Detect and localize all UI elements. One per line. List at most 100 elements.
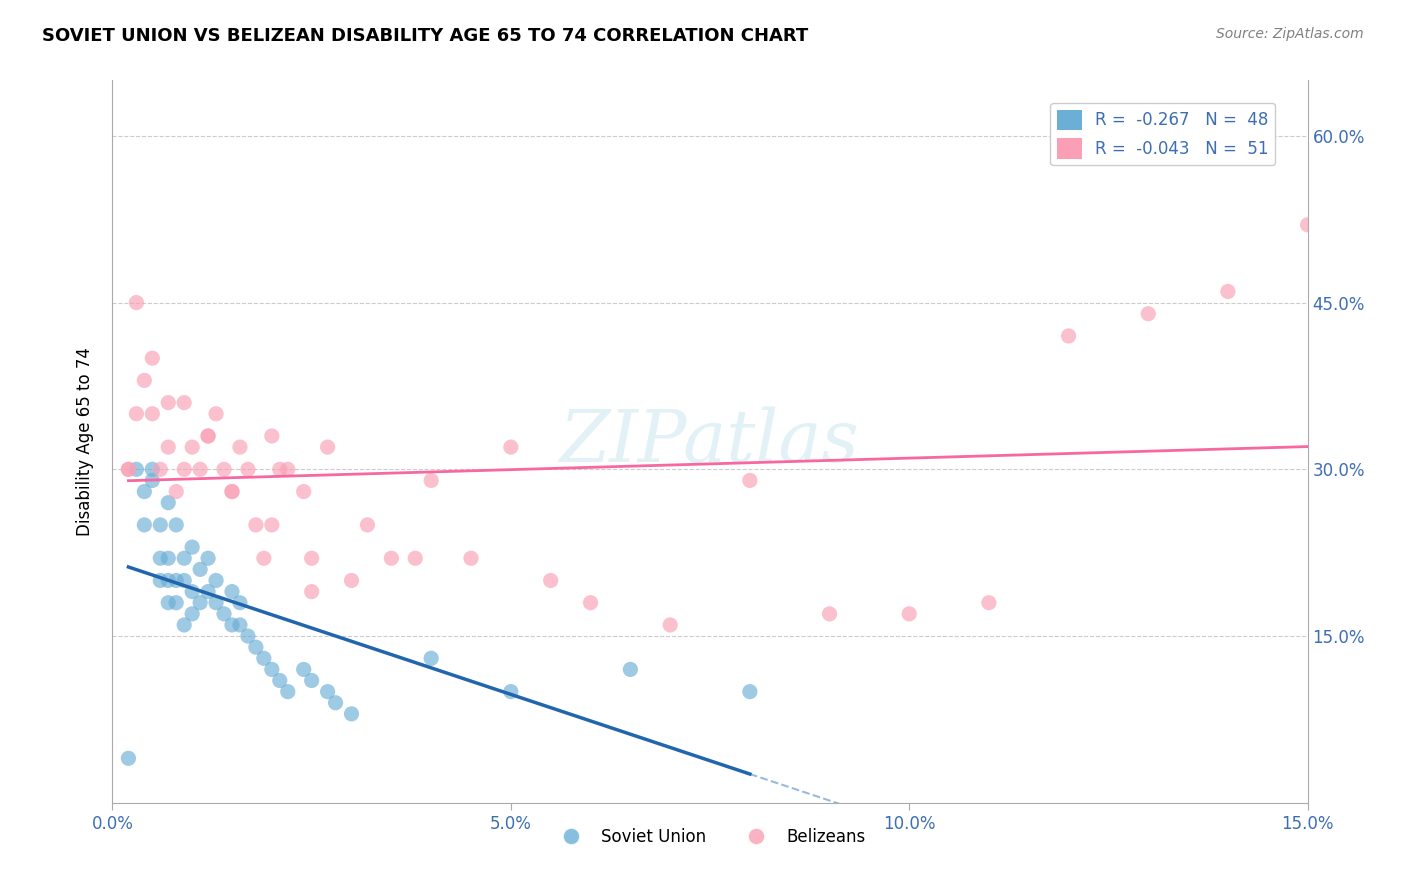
Point bbox=[157, 440, 180, 454]
Point bbox=[188, 596, 211, 610]
Point bbox=[818, 607, 841, 621]
Point bbox=[205, 596, 228, 610]
Point bbox=[221, 584, 243, 599]
Point bbox=[460, 551, 482, 566]
Point bbox=[420, 474, 443, 488]
Point bbox=[236, 629, 259, 643]
Point bbox=[579, 596, 602, 610]
Point bbox=[245, 517, 267, 532]
Point bbox=[221, 618, 243, 632]
Point bbox=[181, 440, 204, 454]
Point bbox=[205, 407, 228, 421]
Y-axis label: Disability Age 65 to 74: Disability Age 65 to 74 bbox=[76, 347, 94, 536]
Point bbox=[165, 484, 187, 499]
Point bbox=[499, 440, 522, 454]
Point bbox=[125, 295, 148, 310]
Point bbox=[301, 673, 323, 688]
Point bbox=[540, 574, 562, 588]
Point bbox=[173, 574, 195, 588]
Point bbox=[1216, 285, 1239, 299]
Point bbox=[173, 395, 195, 409]
Point bbox=[117, 462, 139, 476]
Point bbox=[197, 429, 219, 443]
Point bbox=[188, 562, 211, 576]
Point bbox=[404, 551, 426, 566]
Text: ZIPatlas: ZIPatlas bbox=[560, 406, 860, 477]
Point bbox=[325, 696, 347, 710]
Point bbox=[165, 574, 187, 588]
Point bbox=[253, 651, 276, 665]
Point bbox=[301, 584, 323, 599]
Point bbox=[221, 484, 243, 499]
Point bbox=[898, 607, 921, 621]
Point bbox=[197, 429, 219, 443]
Point bbox=[173, 551, 195, 566]
Point bbox=[117, 751, 139, 765]
Point bbox=[125, 407, 148, 421]
Point bbox=[141, 407, 163, 421]
Point bbox=[619, 662, 641, 676]
Point bbox=[117, 462, 139, 476]
Point bbox=[499, 684, 522, 698]
Point bbox=[977, 596, 1000, 610]
Text: Source: ZipAtlas.com: Source: ZipAtlas.com bbox=[1216, 27, 1364, 41]
Point bbox=[157, 596, 180, 610]
Point bbox=[149, 462, 172, 476]
Point bbox=[277, 684, 299, 698]
Point bbox=[205, 574, 228, 588]
Point bbox=[197, 584, 219, 599]
Point bbox=[236, 462, 259, 476]
Point bbox=[356, 517, 378, 532]
Point bbox=[188, 462, 211, 476]
Point bbox=[141, 474, 163, 488]
Point bbox=[738, 684, 761, 698]
Point bbox=[165, 596, 187, 610]
Point bbox=[301, 551, 323, 566]
Point bbox=[292, 662, 315, 676]
Point bbox=[125, 462, 148, 476]
Point bbox=[277, 462, 299, 476]
Point bbox=[316, 684, 339, 698]
Point bbox=[269, 462, 291, 476]
Point bbox=[181, 607, 204, 621]
Point bbox=[149, 517, 172, 532]
Point bbox=[1057, 329, 1080, 343]
Point bbox=[212, 607, 235, 621]
Point bbox=[269, 673, 291, 688]
Point bbox=[260, 662, 283, 676]
Text: SOVIET UNION VS BELIZEAN DISABILITY AGE 65 TO 74 CORRELATION CHART: SOVIET UNION VS BELIZEAN DISABILITY AGE … bbox=[42, 27, 808, 45]
Point bbox=[292, 484, 315, 499]
Point bbox=[173, 462, 195, 476]
Point bbox=[229, 440, 252, 454]
Point bbox=[157, 574, 180, 588]
Point bbox=[738, 474, 761, 488]
Point bbox=[340, 574, 363, 588]
Legend: Soviet Union, Belizeans: Soviet Union, Belizeans bbox=[548, 821, 872, 852]
Point bbox=[134, 484, 156, 499]
Point bbox=[380, 551, 402, 566]
Point bbox=[221, 484, 243, 499]
Point bbox=[229, 618, 252, 632]
Point bbox=[212, 462, 235, 476]
Point bbox=[316, 440, 339, 454]
Point bbox=[229, 596, 252, 610]
Point bbox=[149, 574, 172, 588]
Point bbox=[1137, 307, 1160, 321]
Point bbox=[165, 517, 187, 532]
Point bbox=[340, 706, 363, 721]
Point bbox=[157, 551, 180, 566]
Point bbox=[149, 551, 172, 566]
Point bbox=[181, 540, 204, 554]
Point bbox=[157, 496, 180, 510]
Point bbox=[260, 429, 283, 443]
Point bbox=[141, 462, 163, 476]
Point bbox=[245, 640, 267, 655]
Point bbox=[253, 551, 276, 566]
Point bbox=[1296, 218, 1319, 232]
Point bbox=[659, 618, 682, 632]
Point bbox=[157, 395, 180, 409]
Point bbox=[260, 517, 283, 532]
Point bbox=[181, 584, 204, 599]
Point bbox=[420, 651, 443, 665]
Point bbox=[134, 517, 156, 532]
